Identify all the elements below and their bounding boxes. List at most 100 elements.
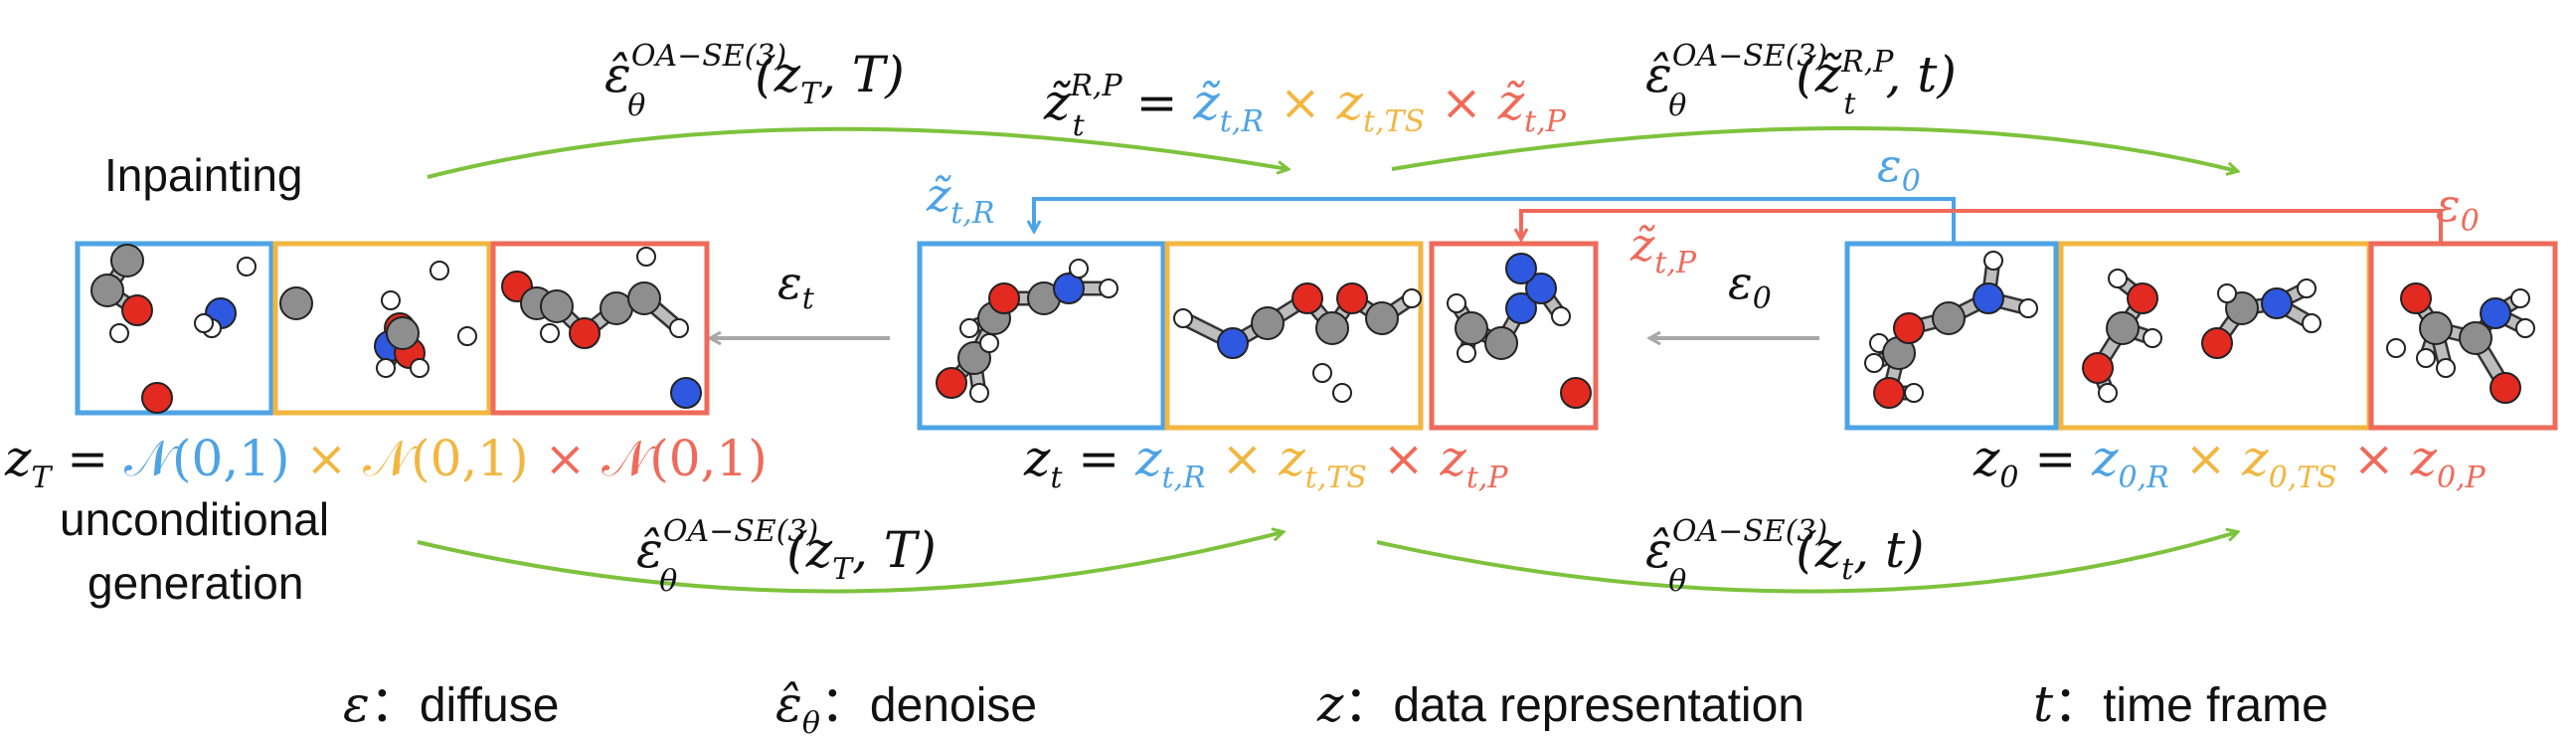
atom [979, 333, 999, 353]
atom [2302, 313, 2321, 333]
atom [2459, 321, 2492, 355]
eps-t-label: εt [777, 256, 815, 316]
molecule-zt-product [1447, 253, 1592, 409]
atom [2261, 287, 2293, 319]
atom [1053, 273, 1085, 304]
zt-equation: zt = zt,R × zt,TS × zt,P [1023, 430, 1508, 495]
atom [969, 383, 989, 403]
arrow-noise-reactant [1034, 197, 1956, 244]
atom [90, 274, 124, 307]
atom [540, 323, 560, 343]
atom [2201, 327, 2233, 359]
zT-ts-box [272, 241, 492, 416]
atom [1873, 377, 1905, 409]
inpainting-label: Inpainting [104, 149, 303, 201]
arrow-unconditional-step1 [417, 532, 1283, 594]
atom [1932, 301, 1966, 335]
atom [2127, 282, 2158, 314]
atom [1904, 383, 1924, 403]
eps-0-red-label: ε0 [2436, 178, 2480, 239]
atom [1402, 288, 1422, 308]
atom [279, 286, 313, 320]
atom [429, 261, 449, 280]
atom [569, 317, 601, 349]
molecule-z0-ts [2082, 269, 2321, 403]
formula-bottom-left: ε̂OA−SE(3) θ(zT, T) [636, 514, 937, 599]
atom [1173, 308, 1193, 328]
atom [376, 358, 396, 378]
formula-top-left: ε̂OA−SE(3) θ(zT, T) [604, 39, 905, 123]
atom [1551, 306, 1571, 326]
atom [2416, 348, 2436, 368]
atom [2143, 328, 2162, 348]
atom [670, 377, 702, 409]
eps-0-blue-label: ε0 [1877, 138, 1921, 199]
arrow-noise-product [1521, 209, 2443, 244]
atom [141, 382, 173, 414]
legend-data-representation: z：data representation [1316, 675, 1804, 733]
atom [237, 257, 257, 277]
atom [2436, 358, 2456, 378]
formula-bottom-right: ε̂OA−SE(3) θ(zt, t) [1645, 514, 1925, 599]
zT-equation: zT = 𝒩(0,1) × 𝒩(0,1) × 𝒩(0,1) [4, 430, 768, 495]
eps-0-label: ε0 [1728, 256, 1772, 316]
legend: ε：diffuse ε̂θ：denoise z：data representat… [343, 675, 2328, 740]
atom [457, 326, 477, 346]
atom [1069, 259, 1089, 278]
atom [1336, 282, 1368, 314]
legend-time-frame: t：time frame [2033, 675, 2328, 733]
atom [1251, 306, 1285, 340]
atom [2510, 288, 2530, 308]
atom [2018, 298, 2038, 318]
molecule-z0-reactant [1864, 251, 2038, 409]
atom [2217, 283, 2237, 303]
atom [2400, 282, 2432, 314]
legend-diffuse: ε：diffuse [343, 675, 559, 733]
atom [540, 289, 574, 323]
atom [2419, 311, 2453, 345]
atom [2386, 338, 2406, 358]
atom [1291, 282, 1323, 314]
atom [1560, 377, 1592, 409]
atom [1315, 311, 1349, 345]
atom [386, 316, 420, 350]
atom [2108, 269, 2128, 288]
atom [1099, 278, 1118, 298]
atom [381, 290, 401, 310]
ztilde-P-label: z̃t,P [1630, 218, 1697, 280]
atom [627, 281, 661, 315]
ztilde-R-label: z̃t,R [926, 168, 994, 231]
atom [110, 244, 144, 278]
atom [194, 313, 214, 333]
atom [2098, 383, 2118, 403]
atom [2297, 278, 2317, 298]
atom [636, 247, 656, 267]
atom [1312, 363, 1332, 383]
atom [1505, 253, 1537, 284]
atom [109, 323, 129, 343]
atom [1365, 301, 1399, 335]
z0-equation: z0 = z0,R × z0,TS × z0,P [1973, 430, 2487, 495]
atom [1525, 273, 1557, 304]
atom [1332, 383, 1352, 403]
arrow-unconditional-step2 [1376, 532, 2237, 594]
molecule-zt-reactant [936, 259, 1118, 403]
atom [988, 282, 1020, 314]
atom [669, 318, 689, 338]
unconditional-label-line1: unconditional [60, 493, 329, 545]
ztilde-equation: z̃R,P t = z̃t,R × zt,TS × z̃t,P [1043, 69, 1567, 143]
atom [2082, 352, 2114, 384]
atom [959, 318, 979, 338]
molecule-zT-ts [279, 261, 477, 378]
atom [2515, 318, 2535, 338]
molecule-zt-ts [1173, 282, 1422, 403]
atom [2106, 311, 2140, 345]
formula-top-right: ε̂OA−SE(3) θ(z̃R,P t, t) [1645, 39, 1957, 123]
arrow-inpainting-step2 [1391, 125, 2237, 171]
legend-denoise: ε̂θ：denoise [775, 675, 1037, 740]
atom [1447, 293, 1466, 313]
atom [1457, 343, 1476, 363]
unconditional-label-line2: generation [87, 557, 303, 609]
atom [1893, 312, 1925, 344]
